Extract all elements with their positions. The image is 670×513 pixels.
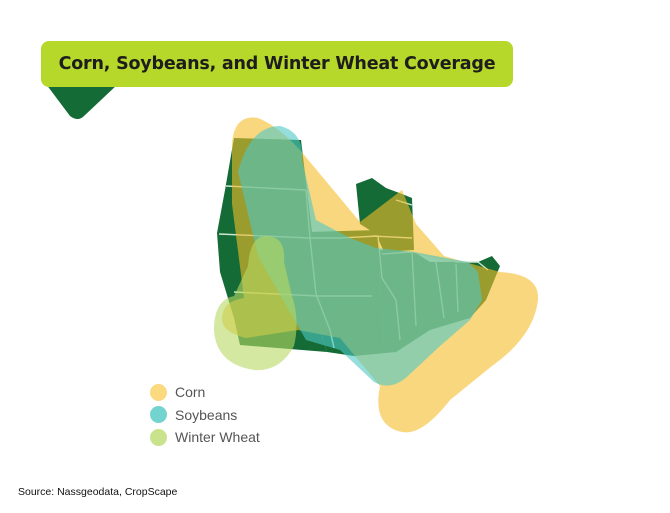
title-banner: Corn, Soybeans, and Winter Wheat Coverag… bbox=[41, 41, 513, 87]
legend-label: Winter Wheat bbox=[175, 429, 260, 446]
page-title: Corn, Soybeans, and Winter Wheat Coverag… bbox=[58, 54, 496, 74]
soybeans-swatch bbox=[150, 406, 167, 424]
winter-wheat-coverage bbox=[214, 236, 297, 371]
banner-tab bbox=[46, 84, 118, 119]
legend-label: Corn bbox=[175, 384, 206, 401]
winter-wheat-swatch bbox=[150, 428, 167, 446]
source-note: Source: Nassgeodata, CropScape bbox=[18, 486, 178, 498]
soybean-coverage bbox=[238, 126, 482, 386]
legend-item-soybeans: Soybeans bbox=[150, 404, 260, 427]
legend-label: Soybeans bbox=[175, 406, 238, 423]
legend: Corn Soybeans Winter Wheat bbox=[150, 381, 260, 449]
legend-item-winter-wheat: Winter Wheat bbox=[150, 426, 260, 449]
legend-item-corn: Corn bbox=[150, 381, 260, 404]
corn-swatch bbox=[150, 383, 167, 401]
